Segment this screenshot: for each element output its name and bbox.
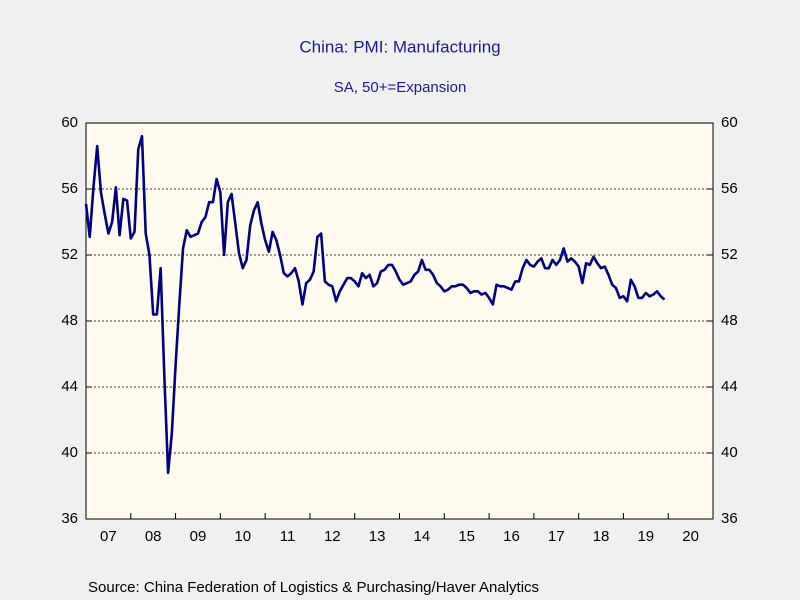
chart-subtitle: SA, 50+=Expansion	[334, 79, 467, 96]
x-tick-label: 14	[414, 528, 431, 545]
x-tick-label: 13	[369, 528, 386, 545]
y-tick-label: 48	[61, 312, 78, 329]
x-tick-label: 07	[100, 528, 117, 545]
x-tick-label: 16	[503, 528, 520, 545]
y2-tick-label: 48	[721, 312, 738, 329]
y2-tick-label: 36	[721, 510, 738, 527]
x-tick-label: 17	[548, 528, 565, 545]
x-tick-label: 19	[637, 528, 654, 545]
y-tick-label: 36	[61, 510, 78, 527]
y2-tick-label: 44	[721, 378, 738, 395]
y2-tick-label: 60	[721, 114, 738, 131]
x-tick-label: 10	[234, 528, 251, 545]
source-note: Source: China Federation of Logistics & …	[88, 579, 539, 596]
y2-tick-label: 52	[721, 246, 738, 263]
x-tick-label: 11	[280, 528, 296, 545]
x-tick-label: 18	[593, 528, 610, 545]
x-tick-label: 20	[682, 528, 699, 545]
y-tick-label: 52	[61, 246, 78, 263]
chart-title: China: PMI: Manufacturing	[299, 37, 500, 56]
x-tick-label: 12	[324, 528, 341, 545]
y-tick-label: 60	[61, 114, 78, 131]
x-tick-label: 09	[190, 528, 207, 545]
y2-tick-label: 40	[721, 444, 738, 461]
y-tick-label: 56	[61, 180, 78, 197]
x-tick-label: 08	[145, 528, 162, 545]
x-tick-label: 15	[458, 528, 475, 545]
data-line	[84, 134, 666, 475]
y2-tick-label: 56	[721, 180, 738, 197]
y-tick-label: 40	[61, 444, 78, 461]
y-tick-label: 44	[61, 378, 78, 395]
